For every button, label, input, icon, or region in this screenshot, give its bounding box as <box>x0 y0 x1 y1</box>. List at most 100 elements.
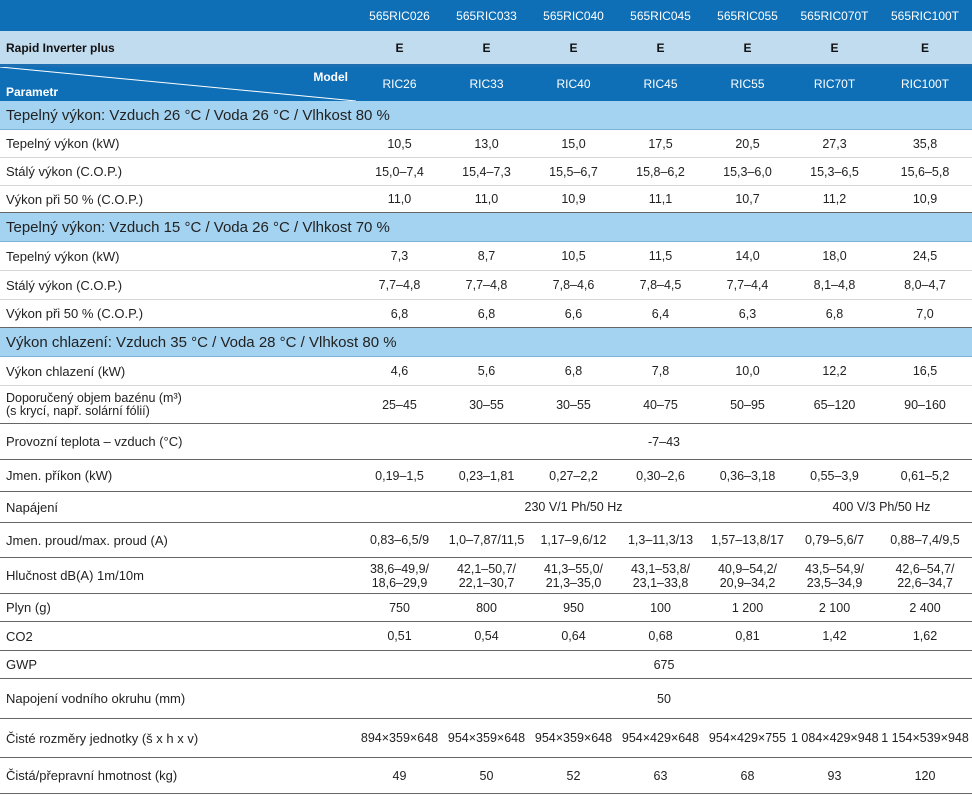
cell-value: 1 084×429×948 <box>791 718 878 758</box>
family-grade: E <box>356 31 443 67</box>
model-name: RIC70T <box>791 65 878 101</box>
cell-line: 41,3–55,0/ <box>543 561 604 576</box>
model-name: RIC100T <box>878 65 972 101</box>
row-label: Napájení <box>0 491 356 523</box>
row-label: Plyn (g) <box>0 593 356 622</box>
row-label: Jmen. proud/max. proud (A) <box>0 522 356 558</box>
cell-value: 24,5 <box>878 241 972 271</box>
header-corner: Model Parametr <box>0 65 356 101</box>
row-label: Jmen. příkon (kW) <box>0 459 356 492</box>
cell-value: 20,5 <box>704 129 791 158</box>
cell-value: 18,0 <box>791 241 878 271</box>
corner-diagonal-line <box>0 67 356 101</box>
cell-value: 954×429×755 <box>704 718 791 758</box>
cell-value: 65–120 <box>791 385 878 424</box>
cell-value: 41,3–55,0/21,3–35,0 <box>530 557 617 594</box>
cell-value: 0,64 <box>530 621 617 651</box>
row-label: Výkon při 50 % (C.O.P.) <box>0 299 356 328</box>
cell-value: 6,8 <box>791 299 878 328</box>
product-code: 565RIC045 <box>617 0 704 31</box>
cell-value: 8,0–4,7 <box>878 270 972 300</box>
product-code: 565RIC055 <box>704 0 791 31</box>
cell-value: 10,0 <box>704 356 791 386</box>
cell-value: 6,6 <box>530 299 617 328</box>
table-row: Čistá/přepravní hmotnost (kg) 49 50 52 6… <box>0 757 972 794</box>
cell-value: 100 <box>617 593 704 622</box>
cell-value: 6,8 <box>356 299 443 328</box>
model-name: RIC33 <box>443 65 530 101</box>
table-row: Čisté rozměry jednotky (š x h x v) 894×3… <box>0 718 972 758</box>
cell-value: 11,0 <box>356 185 443 213</box>
merged-cell-value: 50 <box>356 678 972 719</box>
family-label: Rapid Inverter plus <box>0 31 356 67</box>
cell-line: 22,1–30,7 <box>458 575 515 590</box>
cell-line: 42,1–50,7/ <box>456 561 517 576</box>
table-row: Stálý výkon (C.O.P.) 15,0–7,4 15,4–7,3 1… <box>0 157 972 186</box>
cell-value: 42,6–54,7/22,6–34,7 <box>878 557 972 594</box>
product-code: 565RIC040 <box>530 0 617 31</box>
merged-cell-value: 675 <box>356 650 972 679</box>
row-label: Výkon při 50 % (C.O.P.) <box>0 185 356 213</box>
cell-value: 954×359×648 <box>443 718 530 758</box>
cell-line: 23,1–33,8 <box>632 575 689 590</box>
cell-value: 49 <box>356 757 443 794</box>
family-grade: E <box>791 31 878 67</box>
cell-value: 15,6–5,8 <box>878 157 972 186</box>
cell-value: 13,0 <box>443 129 530 158</box>
cell-value: 11,0 <box>443 185 530 213</box>
cell-value: 1,0–7,87/11,5 <box>443 522 530 558</box>
parameter-label: Parametr <box>6 85 59 99</box>
cell-value: 1,57–13,8/17 <box>704 522 791 558</box>
cell-value: 15,4–7,3 <box>443 157 530 186</box>
section-heading: Výkon chlazení: Vzduch 35 °C / Voda 28 °… <box>0 327 972 357</box>
cell-value: 0,23–1,81 <box>443 459 530 492</box>
cell-value: 0,79–5,6/7 <box>791 522 878 558</box>
cell-value: 15,5–6,7 <box>530 157 617 186</box>
table-row: Napojení vodního okruhu (mm) 50 <box>0 678 972 719</box>
cell-value: 0,88–7,4/9,5 <box>878 522 972 558</box>
product-codes-row: 565RIC026 565RIC033 565RIC040 565RIC045 … <box>0 0 972 31</box>
cell-value: 1,17–9,6/12 <box>530 522 617 558</box>
cell-value: 2 400 <box>878 593 972 622</box>
cell-value: 954×429×648 <box>617 718 704 758</box>
codes-corner <box>0 0 356 31</box>
cell-value: 68 <box>704 757 791 794</box>
cell-value: 43,5–54,9/23,5–34,9 <box>791 557 878 594</box>
table-row: GWP 675 <box>0 650 972 679</box>
table-row: Výkon při 50 % (C.O.P.) 6,8 6,8 6,6 6,4 … <box>0 299 972 328</box>
product-code: 565RIC033 <box>443 0 530 31</box>
cell-value: 2 100 <box>791 593 878 622</box>
model-name: RIC45 <box>617 65 704 101</box>
row-label: CO2 <box>0 621 356 651</box>
family-grade: E <box>530 31 617 67</box>
cell-value: 0,19–1,5 <box>356 459 443 492</box>
cell-value: 0,61–5,2 <box>878 459 972 492</box>
cell-value: 90–160 <box>878 385 972 424</box>
cell-value: 15,0 <box>530 129 617 158</box>
table-row: Tepelný výkon (kW) 7,3 8,7 10,5 11,5 14,… <box>0 241 972 271</box>
cell-value: 27,3 <box>791 129 878 158</box>
cell-value: 1,3–11,3/13 <box>617 522 704 558</box>
cell-value: 0,81 <box>704 621 791 651</box>
merged-cell-value: 230 V/1 Ph/50 Hz <box>356 491 791 523</box>
model-label: Model <box>313 70 348 84</box>
cell-value: 0,55–3,9 <box>791 459 878 492</box>
table-row: Jmen. proud/max. proud (A) 0,83–6,5/9 1,… <box>0 522 972 558</box>
cell-line: 22,6–34,7 <box>897 575 953 590</box>
cell-value: 30–55 <box>530 385 617 424</box>
cell-value: 894×359×648 <box>356 718 443 758</box>
section-heading-row: Tepelný výkon: Vzduch 15 °C / Voda 26 °C… <box>0 212 972 242</box>
section-heading: Tepelný výkon: Vzduch 15 °C / Voda 26 °C… <box>0 212 972 242</box>
cell-value: 7,7–4,8 <box>443 270 530 300</box>
cell-value: 40–75 <box>617 385 704 424</box>
table-row: Jmen. příkon (kW) 0,19–1,5 0,23–1,81 0,2… <box>0 459 972 492</box>
cell-line: 20,9–34,2 <box>719 575 776 590</box>
merged-cell-value: 400 V/3 Ph/50 Hz <box>791 491 972 523</box>
cell-value: 38,6–49,9/18,6–29,9 <box>356 557 443 594</box>
cell-line: 40,9–54,2/ <box>717 561 778 576</box>
cell-value: 25–45 <box>356 385 443 424</box>
cell-value: 950 <box>530 593 617 622</box>
product-code: 565RIC100T <box>878 0 972 31</box>
family-row: Rapid Inverter plus E E E E E E E <box>0 31 972 67</box>
cell-value: 10,5 <box>530 241 617 271</box>
